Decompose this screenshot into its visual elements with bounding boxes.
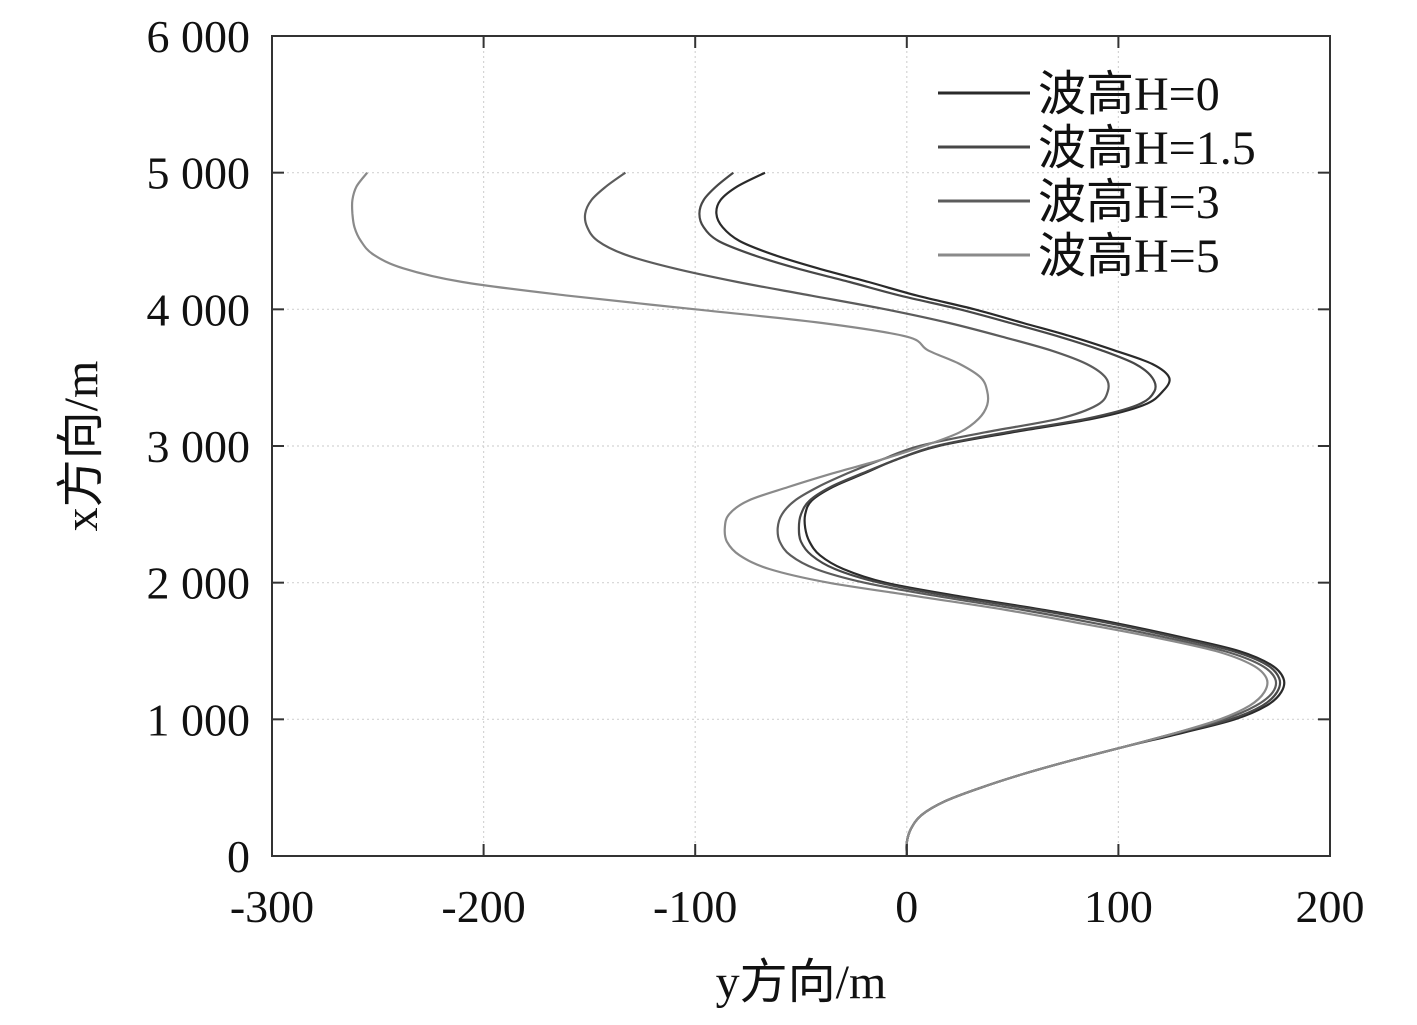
legend-label: 波高H=3 <box>1038 176 1220 229</box>
x-tick-label: -200 <box>441 881 525 932</box>
y-tick-label: 4 000 <box>147 284 251 335</box>
y-tick-label: 0 <box>227 831 250 882</box>
x-tick-label: -100 <box>653 881 737 932</box>
legend-label: 波高H=1.5 <box>1038 122 1256 175</box>
y-tick-label: 1 000 <box>147 694 251 745</box>
legend-label: 波高H=0 <box>1038 68 1220 121</box>
y-tick-label: 6 000 <box>147 11 251 62</box>
series-line-4 <box>350 172 1269 857</box>
x-tick-label: 0 <box>895 881 918 932</box>
x-tick-label: 100 <box>1084 881 1153 932</box>
series-layer <box>350 171 1286 857</box>
y-axis-label: x方向/m <box>55 361 108 532</box>
y-tick-label: 5 000 <box>147 148 251 199</box>
x-tick-label: 200 <box>1296 881 1365 932</box>
x-axis-label: y方向/m <box>716 956 887 1009</box>
legend-label: 波高H=5 <box>1038 230 1220 283</box>
y-tick-label: 3 000 <box>147 421 251 472</box>
y-tick-label: 2 000 <box>147 558 251 609</box>
tick-layer: -300 -200 -100 0 100 200 0 1 000 2 000 3 000 4 000… <box>147 11 1365 932</box>
x-tick-label: -300 <box>230 881 314 932</box>
